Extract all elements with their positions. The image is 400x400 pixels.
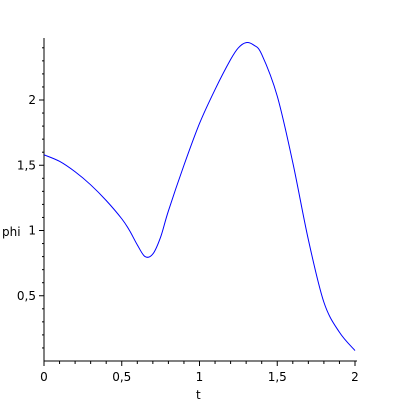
x-tick-label: 1 (196, 370, 204, 384)
x-axis-title: t (196, 388, 201, 400)
x-tick-label: 0,5 (112, 370, 131, 384)
y-axis-group: 0,5 1 1,5 2 phi (2, 38, 45, 361)
series-line-phi (43, 41, 356, 351)
x-tick-label: 0 (40, 370, 48, 384)
x-ticks (43, 361, 356, 366)
x-tick-label: 1,5 (268, 370, 287, 384)
y-tick-labels: 0,5 1 1,5 2 (17, 93, 36, 303)
y-tick-label: 1 (28, 224, 36, 238)
x-tick-label: 2 (351, 370, 359, 384)
y-ticks (39, 47, 44, 349)
y-tick-label: 1,5 (17, 158, 36, 172)
x-tick-labels: 0 0,5 1 1,5 2 (40, 370, 359, 384)
y-tick-label: 0,5 (17, 289, 36, 303)
x-axis-group: 0 0,5 1 1,5 2 t (40, 360, 359, 400)
y-tick-label: 2 (28, 93, 36, 107)
y-axis-title: phi (2, 225, 21, 239)
